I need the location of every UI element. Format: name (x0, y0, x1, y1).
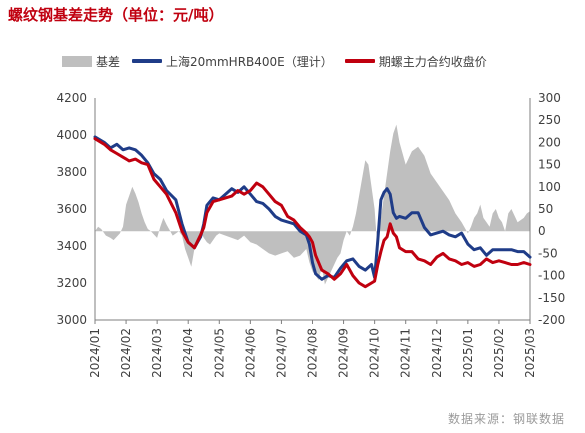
legend-swatch-futures (344, 59, 375, 63)
y-right-tick-label: -100 (538, 269, 565, 283)
legend-item-spot: 上海20mmHRB400E（理计） (132, 53, 333, 70)
x-tick-label: 2024/12 (430, 328, 444, 378)
legend: 基差 上海20mmHRB400E（理计） 期螺主力合约收盘价 (62, 52, 499, 70)
y-right-tick-label: 150 (538, 158, 561, 172)
source-note: 数据来源：钢联数据 (447, 412, 565, 426)
legend-swatch-basis (62, 55, 92, 67)
y-right-tick-label: -50 (538, 246, 558, 260)
x-tick-label: 2024/02 (119, 328, 133, 378)
x-tick-label: 2024/01 (88, 328, 102, 378)
x-tick-label: 2025/03 (523, 328, 537, 378)
y-right-tick-label: -200 (538, 313, 565, 327)
y-left-tick-label: 3200 (56, 276, 87, 290)
legend-item-basis: 基差 (62, 53, 120, 70)
x-tick-label: 2024/11 (399, 328, 413, 378)
chart-title: 螺纹钢基差走势（单位：元/吨） (8, 6, 224, 24)
legend-label-futures: 期螺主力合约收盘价 (378, 54, 487, 69)
y-left-tick-label: 3600 (56, 202, 87, 216)
y-right-tick-label: 0 (538, 224, 546, 238)
y-right-tick-label: 250 (538, 113, 561, 127)
x-tick-label: 2025/02 (492, 328, 506, 378)
x-tick-label: 2024/10 (368, 328, 382, 378)
y-left-tick-label: 3800 (56, 165, 87, 179)
x-tick-label: 2024/05 (212, 328, 226, 378)
spot-price-line (93, 135, 532, 281)
legend-label-basis: 基差 (96, 54, 121, 69)
legend-swatch-spot (132, 59, 163, 63)
x-tick-label: 2024/07 (274, 328, 288, 378)
legend-label-spot: 上海20mmHRB400E（理计） (166, 54, 333, 69)
y-left-tick-label: 4200 (56, 91, 87, 105)
y-left-tick-label: 4000 (56, 128, 87, 142)
y-right-tick-label: -150 (538, 291, 565, 305)
y-right-tick-label: 300 (538, 91, 561, 105)
y-right-tick-label: 50 (538, 202, 553, 216)
basis-area-layer (95, 124, 530, 285)
x-tick-label: 2024/06 (243, 328, 257, 378)
legend-item-futures: 期螺主力合约收盘价 (344, 53, 487, 70)
x-tick-label: 2024/09 (337, 328, 351, 378)
x-tick-label: 2024/03 (150, 328, 164, 378)
y-right-tick-label: 100 (538, 180, 561, 194)
price-lines-layer (93, 135, 532, 289)
x-tick-label: 2024/04 (181, 328, 195, 378)
basis-area (95, 124, 530, 285)
y-left-tick-label: 3000 (56, 313, 87, 327)
axes-layer (94, 98, 531, 324)
x-tick-label: 2025/01 (461, 328, 475, 378)
tick-labels-layer: 2024/01 2024/02 2024/03 2024/04 2024/05 2024/… (56, 91, 565, 378)
y-left-tick-label: 3400 (56, 239, 87, 253)
futures-price-line (93, 137, 532, 289)
y-right-tick-label: 200 (538, 135, 561, 149)
x-tick-label: 2024/08 (306, 328, 320, 378)
